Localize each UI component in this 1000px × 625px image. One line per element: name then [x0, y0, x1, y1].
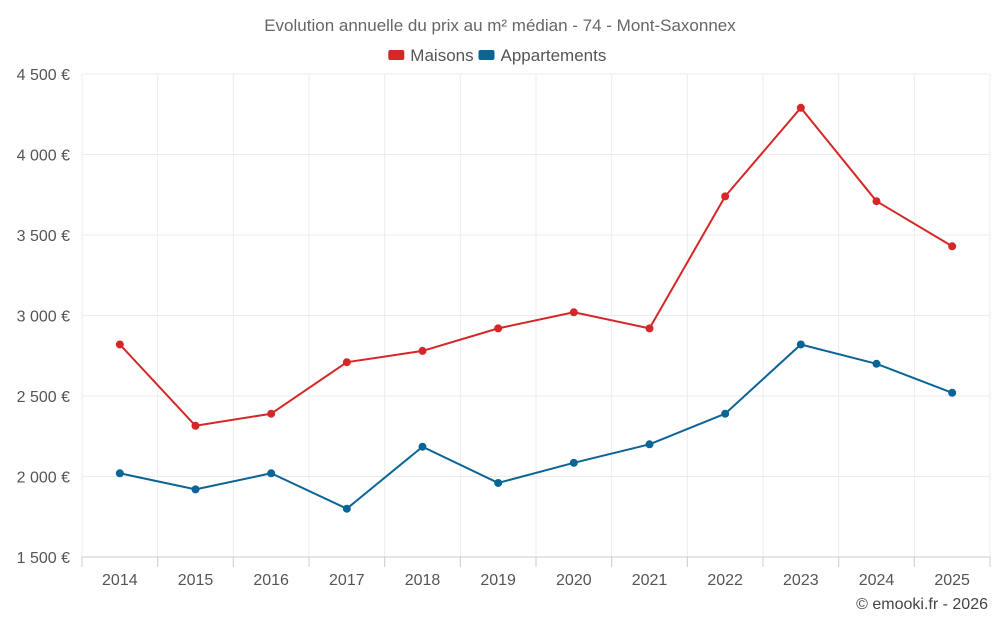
y-tick-label: 4 000 €: [17, 148, 70, 165]
data-point-appartements[interactable]: [569, 458, 578, 467]
data-point-maisons[interactable]: [948, 242, 957, 251]
series-group: [115, 103, 957, 513]
x-tick-label: 2022: [707, 572, 743, 589]
y-tick-label: 2 000 €: [17, 470, 70, 487]
legend-label-appartements[interactable]: Appartements: [501, 46, 607, 65]
data-point-appartements[interactable]: [494, 478, 503, 487]
data-point-appartements[interactable]: [191, 485, 200, 494]
x-tick-label: 2023: [783, 572, 819, 589]
data-point-maisons[interactable]: [721, 192, 730, 201]
data-point-maisons[interactable]: [569, 308, 578, 317]
data-point-appartements[interactable]: [645, 440, 654, 449]
legend: Maisons Appartements: [388, 46, 606, 65]
credit-text: © emooki.fr - 2026: [856, 596, 988, 613]
x-tick-label: 2020: [556, 572, 592, 589]
series-line-appartements: [119, 343, 953, 510]
y-tick-label: 3 000 €: [17, 309, 70, 326]
data-point-appartements[interactable]: [115, 469, 124, 478]
x-tick-label: 2021: [632, 572, 668, 589]
x-tick-label: 2014: [102, 572, 138, 589]
data-point-appartements[interactable]: [267, 469, 276, 478]
y-tick-label: 4 500 €: [17, 67, 70, 84]
chart-title: Evolution annuelle du prix au m² médian …: [264, 16, 736, 35]
legend-swatch-maisons[interactable]: [388, 50, 405, 60]
data-point-appartements[interactable]: [342, 504, 351, 513]
x-tick-label: 2017: [329, 572, 365, 589]
data-point-appartements[interactable]: [872, 359, 881, 368]
data-point-maisons[interactable]: [494, 324, 503, 333]
data-point-maisons[interactable]: [872, 197, 881, 206]
data-point-maisons[interactable]: [418, 346, 427, 355]
data-point-maisons[interactable]: [115, 340, 124, 349]
legend-label-maisons[interactable]: Maisons: [410, 46, 473, 65]
legend-swatch-appartements[interactable]: [478, 50, 495, 60]
axes: 1 500 € 2 000 € 2 500 € 3 000 € 3 500 € 4 000…: [17, 67, 991, 589]
data-point-maisons[interactable]: [267, 409, 276, 418]
y-tick-label: 1 500 €: [17, 550, 70, 567]
data-point-maisons[interactable]: [342, 358, 351, 367]
x-tick-label: 2024: [859, 572, 895, 589]
data-point-maisons[interactable]: [645, 324, 654, 333]
data-point-appartements[interactable]: [948, 388, 957, 397]
x-tick-label: 2019: [480, 572, 516, 589]
series-line-maisons: [119, 106, 953, 427]
data-point-appartements[interactable]: [796, 340, 805, 349]
x-tick-label: 2018: [405, 572, 441, 589]
data-point-maisons[interactable]: [796, 103, 805, 112]
x-tick-label: 2015: [178, 572, 214, 589]
x-tick-label: 2025: [934, 572, 970, 589]
data-point-appartements[interactable]: [418, 442, 427, 451]
data-point-appartements[interactable]: [721, 409, 730, 418]
x-tick-label: 2016: [253, 572, 289, 589]
y-tick-label: 2 500 €: [17, 389, 70, 406]
data-point-maisons[interactable]: [191, 421, 200, 430]
y-tick-label: 3 500 €: [17, 228, 70, 245]
